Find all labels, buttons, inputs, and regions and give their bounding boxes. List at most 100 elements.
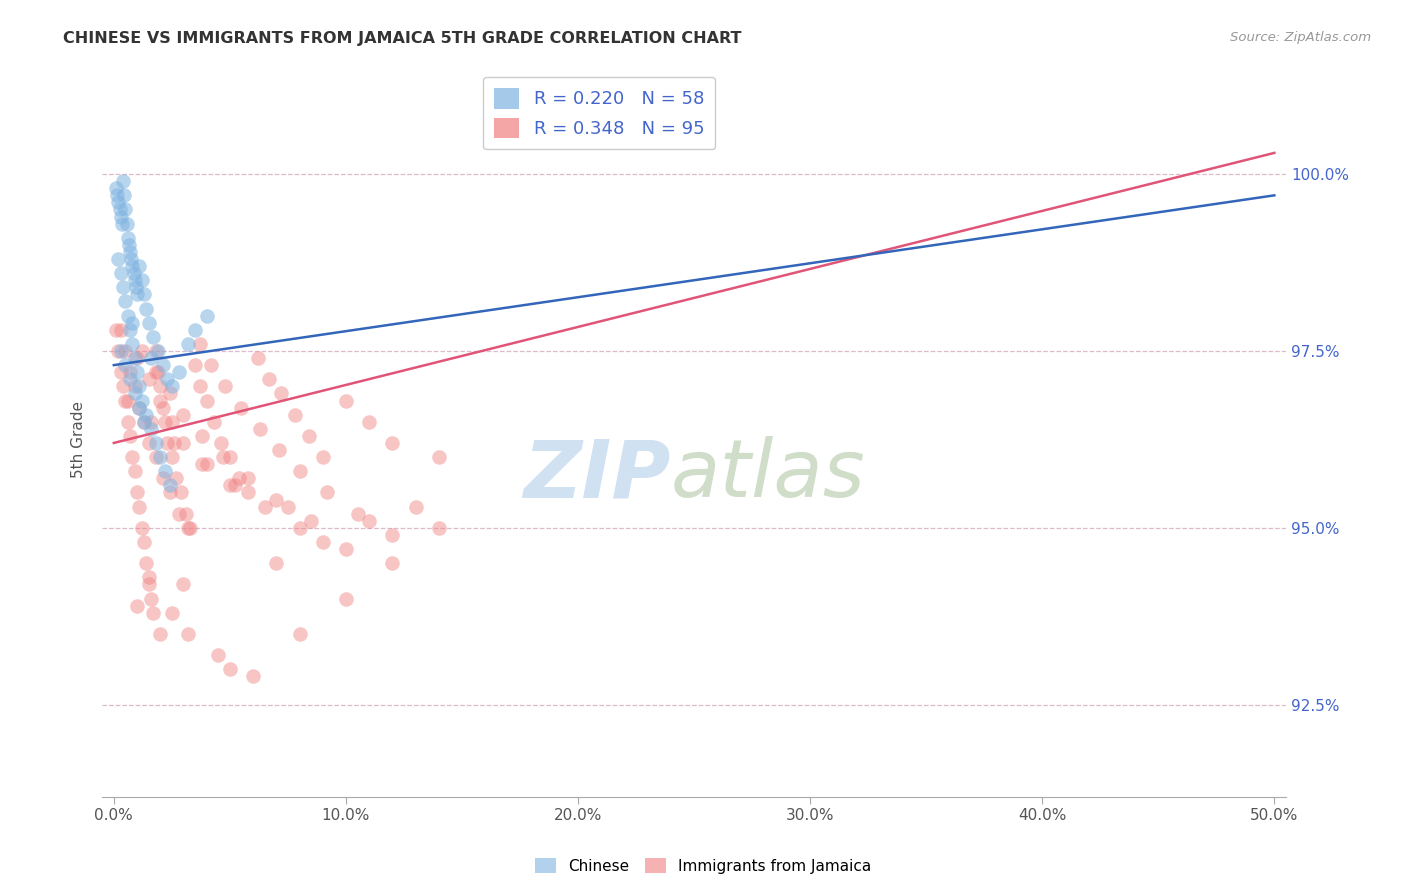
- Point: [179, 521, 201, 535]
- Point: [167, 507, 190, 521]
- Point: [335, 542, 357, 557]
- Point: [131, 343, 153, 358]
- Point: [156, 436, 179, 450]
- Point: [152, 471, 174, 485]
- Point: [149, 450, 172, 464]
- Point: [153, 464, 176, 478]
- Point: [207, 648, 229, 663]
- Point: [346, 507, 368, 521]
- Point: [121, 450, 143, 464]
- Point: [105, 181, 128, 195]
- Point: [153, 415, 176, 429]
- Point: [121, 259, 143, 273]
- Point: [288, 521, 311, 535]
- Text: ZIP: ZIP: [523, 436, 671, 514]
- Point: [131, 393, 153, 408]
- Point: [138, 577, 160, 591]
- Point: [139, 351, 162, 365]
- Point: [135, 408, 157, 422]
- Point: [117, 231, 139, 245]
- Point: [114, 202, 136, 217]
- Point: [156, 372, 179, 386]
- Point: [270, 386, 292, 401]
- Point: [242, 669, 264, 683]
- Point: [202, 415, 225, 429]
- Point: [188, 379, 211, 393]
- Point: [149, 627, 172, 641]
- Point: [172, 408, 194, 422]
- Point: [117, 309, 139, 323]
- Point: [335, 591, 357, 606]
- Point: [238, 485, 260, 500]
- Point: [218, 450, 240, 464]
- Point: [195, 309, 218, 323]
- Point: [142, 330, 165, 344]
- Point: [120, 365, 142, 379]
- Point: [110, 343, 132, 358]
- Y-axis label: 5th Grade: 5th Grade: [72, 401, 86, 478]
- Point: [405, 500, 427, 514]
- Point: [145, 343, 167, 358]
- Point: [167, 365, 190, 379]
- Point: [160, 450, 183, 464]
- Point: [195, 457, 218, 471]
- Point: [381, 556, 404, 570]
- Point: [105, 323, 128, 337]
- Point: [177, 627, 200, 641]
- Point: [107, 343, 129, 358]
- Point: [107, 252, 129, 266]
- Point: [118, 238, 141, 252]
- Point: [114, 358, 136, 372]
- Point: [200, 358, 222, 372]
- Point: [135, 301, 157, 316]
- Point: [117, 393, 139, 408]
- Point: [172, 577, 194, 591]
- Point: [381, 436, 404, 450]
- Point: [149, 393, 172, 408]
- Point: [214, 379, 236, 393]
- Point: [124, 351, 146, 365]
- Point: [139, 591, 162, 606]
- Point: [146, 365, 169, 379]
- Point: [120, 372, 142, 386]
- Point: [132, 415, 155, 429]
- Point: [111, 217, 134, 231]
- Point: [121, 337, 143, 351]
- Point: [218, 662, 240, 676]
- Point: [267, 443, 290, 458]
- Point: [191, 457, 214, 471]
- Point: [145, 436, 167, 450]
- Point: [170, 485, 193, 500]
- Point: [131, 521, 153, 535]
- Point: [139, 415, 162, 429]
- Point: [110, 210, 132, 224]
- Point: [299, 514, 322, 528]
- Point: [177, 337, 200, 351]
- Point: [132, 415, 155, 429]
- Point: [112, 188, 135, 202]
- Point: [172, 436, 194, 450]
- Point: [149, 379, 172, 393]
- Point: [159, 478, 181, 492]
- Point: [122, 266, 145, 280]
- Point: [146, 343, 169, 358]
- Point: [139, 422, 162, 436]
- Point: [316, 485, 339, 500]
- Point: [138, 316, 160, 330]
- Point: [231, 401, 253, 415]
- Point: [228, 471, 250, 485]
- Point: [128, 401, 150, 415]
- Point: [177, 521, 200, 535]
- Point: [112, 174, 135, 188]
- Point: [107, 195, 129, 210]
- Point: [135, 556, 157, 570]
- Point: [124, 386, 146, 401]
- Legend: R = 0.220   N = 58, R = 0.348   N = 95: R = 0.220 N = 58, R = 0.348 N = 95: [484, 77, 716, 149]
- Point: [159, 386, 181, 401]
- Point: [312, 535, 335, 549]
- Point: [298, 429, 321, 443]
- Point: [125, 351, 148, 365]
- Point: [188, 337, 211, 351]
- Point: [238, 471, 260, 485]
- Point: [160, 606, 183, 620]
